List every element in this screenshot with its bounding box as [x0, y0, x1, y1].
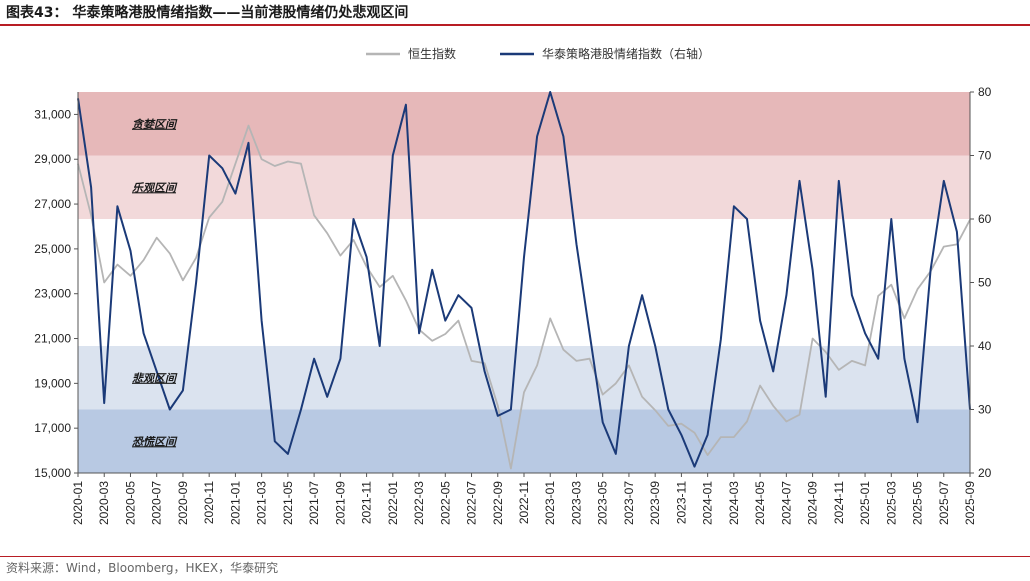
x-tick-0: 2020-01: [71, 481, 85, 525]
legend-label-hsi: 恒生指数: [408, 46, 456, 61]
x-tick-29: 2024-11: [832, 481, 846, 524]
y-left-tick-8: 31,000: [34, 107, 71, 121]
zone-bands: [78, 92, 970, 473]
x-tick-21: 2023-07: [622, 481, 636, 525]
x-tick-9: 2021-07: [307, 481, 321, 525]
title-rule: [0, 24, 1030, 26]
zone-label-1: 乐观区间: [132, 181, 178, 194]
y-right-tick-2: 40: [978, 339, 992, 353]
x-tick-32: 2025-05: [911, 481, 925, 525]
y-left-tick-4: 23,000: [34, 287, 71, 301]
x-tick-31: 2025-03: [884, 481, 898, 525]
x-tick-11: 2021-11: [360, 481, 374, 524]
x-tick-15: 2022-07: [465, 481, 479, 525]
zone-label-3: 恐慌区间: [132, 435, 178, 448]
x-tick-8: 2021-05: [281, 481, 295, 525]
legend: 恒生指数 华泰策略港股情绪指数（右轴）: [366, 46, 710, 61]
chart-title: 图表43： 华泰策略港股情绪指数——当前港股情绪仍处悲观区间: [6, 5, 409, 21]
y-right-tick-4: 60: [978, 212, 992, 226]
y-right-tick-3: 50: [978, 276, 992, 290]
y-left-tick-0: 15,000: [34, 466, 71, 480]
zone-band-0: [78, 92, 970, 156]
footer-rule: [0, 556, 1030, 557]
y-left-tick-5: 25,000: [34, 242, 71, 256]
x-tick-7: 2021-03: [255, 481, 269, 525]
x-tick-28: 2024-09: [806, 481, 820, 525]
y-right-tick-1: 30: [978, 403, 992, 417]
y-right-tick-0: 20: [978, 466, 992, 480]
y-left-tick-1: 17,000: [34, 421, 71, 435]
x-tick-24: 2024-01: [701, 481, 715, 525]
x-tick-13: 2022-03: [412, 481, 426, 525]
x-tick-5: 2020-11: [202, 481, 216, 524]
y-left-tick-6: 27,000: [34, 197, 71, 211]
axes: 15,000 17,000 19,000 21,000 23,000 25,000 27,0…: [34, 85, 991, 525]
x-tick-27: 2024-07: [779, 481, 793, 525]
x-tick-25: 2024-03: [727, 481, 741, 525]
x-tick-12: 2022-01: [386, 481, 400, 525]
x-tick-10: 2021-09: [333, 481, 347, 525]
sentiment-chart: 15,000 17,000 19,000 21,000 23,000 25,000 27,0…: [34, 46, 991, 525]
y-right-tick-6: 80: [978, 85, 992, 99]
x-tick-6: 2021-01: [228, 481, 242, 525]
x-tick-20: 2023-05: [596, 481, 610, 525]
x-tick-22: 2023-09: [648, 481, 662, 525]
x-tick-1: 2020-03: [97, 481, 111, 525]
y-right-tick-5: 70: [978, 149, 992, 163]
x-tick-2: 2020-05: [123, 481, 137, 525]
x-tick-17: 2022-11: [517, 481, 531, 524]
zone-band-2: [78, 346, 970, 410]
x-tick-34: 2025-09: [963, 481, 977, 525]
zone-label-0: 贪婪区间: [132, 118, 178, 131]
x-tick-16: 2022-09: [491, 481, 505, 525]
sentiment-line: [77, 91, 971, 468]
zone-label-2: 悲观区间: [132, 372, 178, 385]
y-left-tick-2: 19,000: [34, 376, 71, 390]
x-tick-26: 2024-05: [753, 481, 767, 525]
y-left-tick-7: 29,000: [34, 152, 71, 166]
sentiment-series: [77, 91, 971, 468]
x-tick-19: 2023-03: [569, 481, 583, 525]
x-tick-3: 2020-07: [150, 481, 164, 525]
x-tick-18: 2023-01: [543, 481, 557, 525]
zone-band-3: [78, 409, 970, 473]
x-tick-30: 2025-01: [858, 481, 872, 525]
x-tick-23: 2023-11: [674, 481, 688, 524]
x-tick-14: 2022-05: [438, 481, 452, 525]
legend-label-sentiment: 华泰策略港股情绪指数（右轴）: [542, 46, 710, 61]
x-tick-33: 2025-07: [937, 481, 951, 525]
y-left-tick-3: 21,000: [34, 332, 71, 346]
x-tick-4: 2020-09: [176, 481, 190, 525]
source-note: 资料来源：Wind，Bloomberg，HKEX，华泰研究: [6, 561, 279, 575]
